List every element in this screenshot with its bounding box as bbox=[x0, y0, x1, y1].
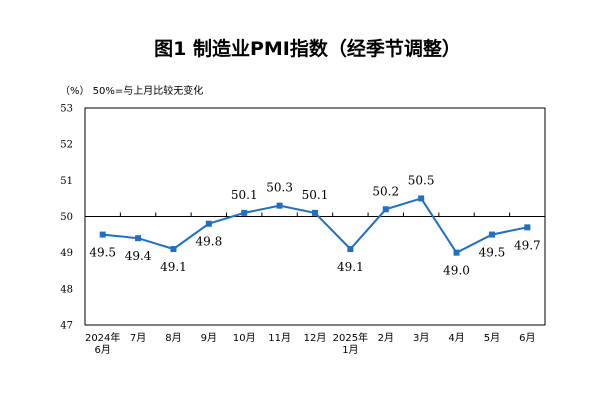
data-label: 49.1 bbox=[160, 260, 187, 274]
x-tick-label-line: 2月 bbox=[378, 332, 394, 344]
data-label: 49.8 bbox=[195, 235, 222, 249]
x-tick-label-line: 10月 bbox=[233, 332, 256, 344]
x-tick-label-line: 12月 bbox=[304, 332, 327, 344]
data-labels: 49.5 49.4 49.1 49.8 50.1 50.3 50.1 49.1 50.2 50.5… bbox=[89, 173, 540, 277]
y-tick-label: 48 bbox=[60, 284, 73, 295]
data-point bbox=[276, 202, 283, 209]
x-tick-label-line: 5月 bbox=[484, 332, 500, 344]
x-tick-label: 10月 bbox=[233, 332, 256, 344]
y-axis-ticks: 53 52 51 50 49 48 47 bbox=[60, 104, 73, 332]
data-label: 49.7 bbox=[514, 238, 541, 252]
data-point bbox=[382, 206, 389, 213]
y-tick-label: 50 bbox=[60, 212, 73, 223]
y-tick-label: 53 bbox=[60, 104, 73, 115]
x-tick-label-line: 3月 bbox=[413, 332, 429, 344]
data-label: 49.1 bbox=[337, 260, 364, 274]
x-tick-label: 2024年 6月 bbox=[85, 331, 120, 356]
y-tick-label: 51 bbox=[60, 176, 73, 187]
data-label: 50.5 bbox=[408, 173, 435, 187]
x-tick-label: 2025年 1月 bbox=[333, 331, 368, 356]
data-point bbox=[241, 209, 248, 216]
data-points bbox=[99, 195, 531, 256]
x-tick-label-line: 7月 bbox=[130, 332, 146, 344]
data-point bbox=[488, 231, 495, 238]
x-tick-label: 3月 bbox=[413, 332, 429, 344]
x-tick-label-line: 2024年 bbox=[85, 331, 120, 344]
x-tick-label: 12月 bbox=[304, 332, 327, 344]
x-tick-marks bbox=[119, 212, 511, 217]
x-tick-label: 2月 bbox=[378, 332, 394, 344]
data-point bbox=[205, 220, 212, 227]
data-point bbox=[524, 224, 531, 231]
data-point bbox=[170, 246, 177, 253]
y-tick-label: 52 bbox=[60, 140, 73, 151]
x-tick-label-line: 4月 bbox=[448, 332, 464, 344]
data-label: 49.5 bbox=[479, 246, 506, 260]
data-label: 49.0 bbox=[443, 264, 470, 278]
data-point bbox=[135, 235, 142, 242]
x-tick-label-line: 6月 bbox=[519, 332, 535, 344]
x-tick-label: 11月 bbox=[268, 332, 291, 344]
data-point bbox=[99, 231, 106, 238]
x-tick-label: 5月 bbox=[484, 332, 500, 344]
x-tick-label-line: 6月 bbox=[95, 344, 111, 356]
x-tick-label: 7月 bbox=[130, 332, 146, 344]
x-tick-label: 8月 bbox=[165, 332, 181, 344]
data-label: 50.1 bbox=[302, 188, 329, 202]
pmi-series-line bbox=[102, 197, 528, 255]
data-point bbox=[312, 209, 318, 216]
x-tick-label: 4月 bbox=[448, 332, 464, 344]
data-point bbox=[453, 249, 460, 256]
data-label: 50.2 bbox=[372, 184, 399, 198]
x-tick-label: 9月 bbox=[201, 332, 217, 344]
y-tick-label: 47 bbox=[60, 321, 73, 332]
data-label: 49.4 bbox=[125, 249, 152, 263]
chart-title: 图1 制造业PMI指数（经季节调整） bbox=[154, 38, 461, 60]
y-tick-label: 49 bbox=[60, 248, 73, 259]
data-label: 49.5 bbox=[89, 246, 116, 260]
x-tick-label-line: 2025年 bbox=[333, 331, 368, 344]
x-tick-label-line: 9月 bbox=[201, 332, 217, 344]
x-tick-label-line: 8月 bbox=[165, 332, 181, 344]
data-label: 50.3 bbox=[266, 181, 293, 195]
data-label: 50.1 bbox=[231, 188, 258, 202]
x-tick-label-line: 11月 bbox=[268, 332, 291, 344]
x-tick-label-line: 1月 bbox=[342, 344, 358, 356]
x-tick-label: 6月 bbox=[519, 332, 535, 344]
unit-note: （%） 50%=与上月比较无变化 bbox=[60, 86, 204, 97]
data-point bbox=[418, 195, 425, 202]
data-point bbox=[347, 246, 354, 253]
